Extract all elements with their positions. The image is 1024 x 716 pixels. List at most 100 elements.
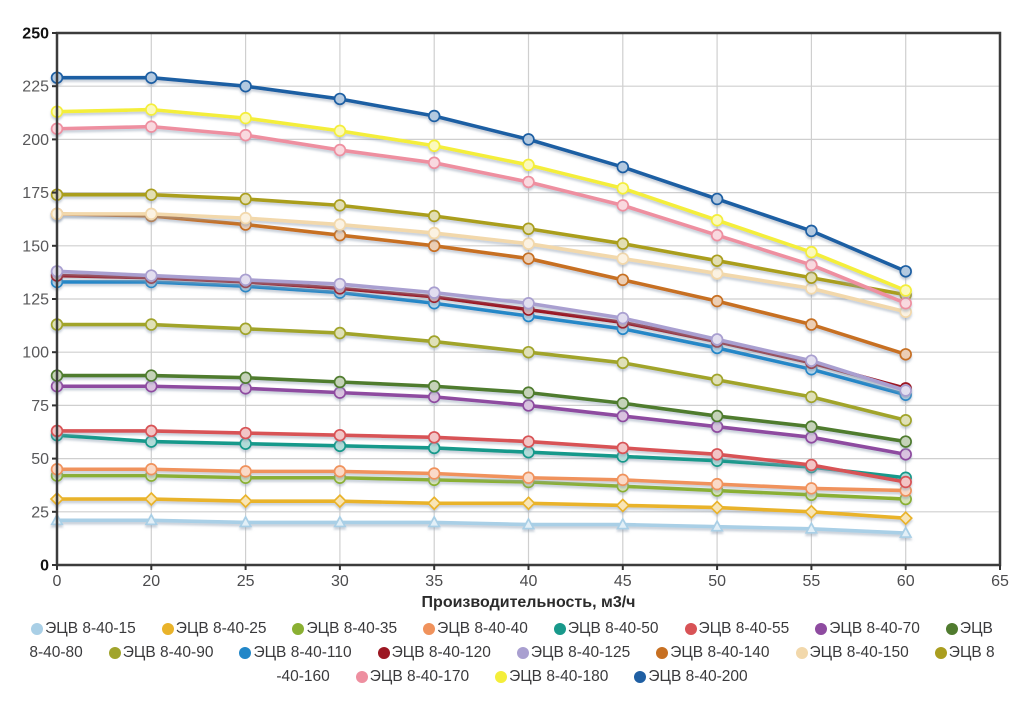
data-point-marker [804,521,819,534]
data-point-marker [333,386,347,399]
legend-item: 8-40-80 [29,644,82,662]
y-tick-label: 175 [22,185,49,202]
legend-color-dot [656,647,669,659]
legend-label: -40-160 [276,668,330,685]
data-point-marker [522,252,535,265]
data-point-marker [522,435,535,448]
x-tick-label: 50 [708,573,726,590]
data-point-marker [522,297,535,310]
series-ЭЦВ 8-40-40 [50,462,912,497]
axis-labels: 0 25 50 75 100 125 150 175 200 225 250 0 20 25 30 35 40 4… [22,26,1009,591]
data-point-marker [333,439,347,453]
legend-row: -40-160 ЭЦВ 8-40-170 ЭЦВ 8-40-180 ЭЦВ 8-40-… [276,668,747,686]
data-point-marker [521,496,536,511]
x-tick-label: 25 [237,573,255,590]
x-tick-label: 65 [991,573,1009,590]
y-tick-label: 100 [22,345,49,362]
data-point-marker [616,441,630,455]
series-line [57,497,906,520]
legend-label: 8-40-80 [29,644,83,661]
data-point-marker [145,103,158,116]
series-line [57,429,907,484]
data-point-marker [427,431,441,444]
data-point-marker [710,373,724,387]
data-point-marker [427,515,441,528]
data-point-marker [616,397,630,410]
series-line [57,473,906,501]
legend-item: ЭЦВ 8-40-170 [355,668,469,686]
data-point-marker [805,271,818,284]
series-line [56,273,907,391]
data-point-marker [145,120,158,133]
data-point-marker [805,318,818,331]
data-point-marker [805,245,818,259]
series-line [57,384,907,457]
data-point-marker [899,348,912,361]
data-point-marker [238,515,253,528]
data-point-marker [427,286,441,299]
data-point-marker [898,510,913,526]
series-ЭЦВ 8-40-200 [50,71,912,278]
chart-legend: ЭЦВ 8-40-15 ЭЦВ 8-40-25 ЭЦВ 8-40-35 ЭЦВ 8-4… [0,612,1024,686]
x-axis-title: Производительность, м3/ч [422,594,636,611]
data-point-marker [145,207,158,221]
data-point-marker [239,371,252,384]
data-point-marker [710,477,724,491]
pump-curves-chart: 0 25 50 75 100 125 150 175 200 225 250 0 20 25 30 35 40 4… [22,26,1009,612]
data-point-marker [710,254,724,267]
data-point-marker [710,267,724,280]
legend-item: ЭЦВ 8-40-90 [108,644,213,662]
y-tick-label: 225 [22,79,49,96]
x-tick-label: 30 [331,573,349,590]
legend-label: ЭЦВ 8-40-120 [391,644,491,661]
legend-color-dot [684,623,697,635]
data-point-marker [710,294,724,308]
data-point-marker [144,513,158,526]
data-point-marker [899,384,912,397]
data-point-marker [710,333,724,346]
data-point-marker [522,399,535,412]
y-tick-label: 125 [22,292,49,309]
data-point-marker [239,211,252,225]
data-point-marker [239,382,252,395]
series-ЭЦВ 8-40-150 [50,207,912,319]
data-point-marker [616,237,630,250]
data-point-marker [616,473,630,487]
data-series [49,71,913,538]
data-point-marker [333,465,347,478]
data-point-marker [239,465,252,478]
legend-label: ЭЦВ 8-40-35 [306,620,398,637]
series-ЭЦВ 8-40-80 [50,369,912,448]
data-point-marker [616,517,630,530]
data-point-marker [805,482,818,495]
legend-label: ЭЦВ 8-40-50 [567,620,659,637]
legend-color-dot [553,623,566,635]
legend-color-dot [495,671,508,683]
legend-item: ЭЦВ 8-40-35 [292,620,397,638]
x-tick-label: 0 [53,573,62,590]
series-ЭЦВ 8-40-160 [50,188,912,301]
data-point-marker [239,111,252,125]
series-line [57,322,907,423]
data-point-marker [333,326,347,340]
data-point-marker [333,228,347,242]
legend-item: ЭЦВ 8 [934,644,995,662]
data-point-marker [522,175,535,189]
legend-color-dot [377,647,390,659]
data-point-marker [333,428,347,442]
legend-item: ЭЦВ 8-40-140 [656,644,770,662]
data-point-marker [333,515,347,528]
legend-item: ЭЦВ 8-40-50 [553,620,659,638]
series-line [56,269,907,393]
legend-color-dot [423,623,436,635]
data-point-marker [239,79,252,93]
data-point-marker [427,379,441,393]
legend-color-dot [355,671,368,683]
y-tick-label: 200 [22,132,49,149]
legend-item: ЭЦВ [945,620,993,638]
data-point-marker [805,354,818,367]
x-tick-label: 60 [897,573,915,590]
series-line [57,192,907,297]
series-line [56,107,907,293]
